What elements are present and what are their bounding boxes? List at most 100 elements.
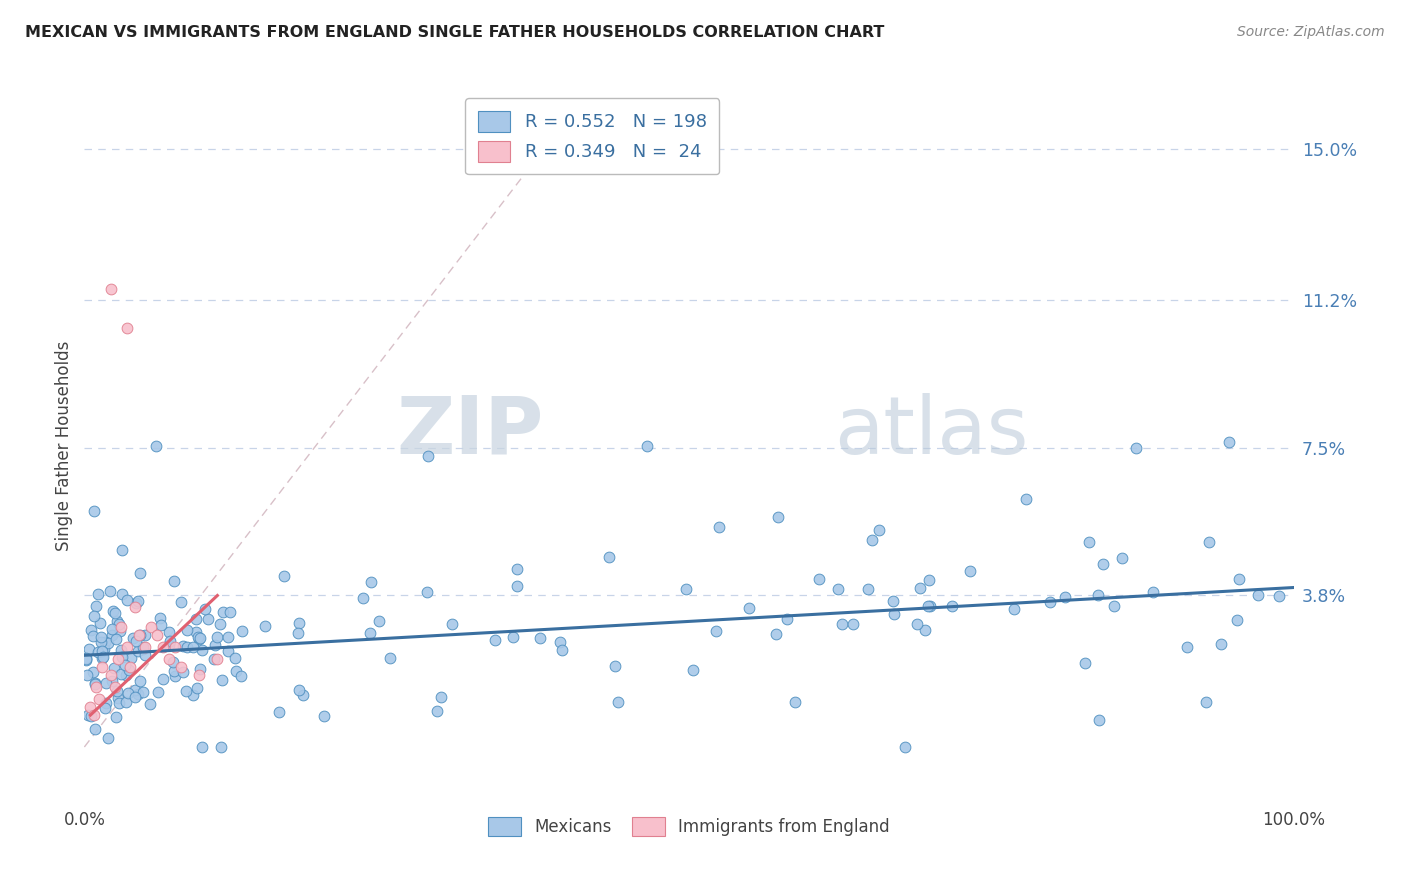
- Point: [352, 591, 374, 606]
- Point: [96, 676, 118, 690]
- Point: [91, 660, 114, 674]
- Point: [93, 634, 115, 648]
- Point: [273, 569, 295, 583]
- Point: [82, 665, 104, 680]
- Point: [202, 652, 225, 666]
- Legend: Mexicans, Immigrants from England: Mexicans, Immigrants from England: [479, 808, 898, 845]
- Point: [145, 439, 167, 453]
- Text: ZIP: ZIP: [396, 392, 544, 471]
- Point: [908, 581, 931, 595]
- Point: [125, 597, 148, 611]
- Point: [176, 623, 198, 637]
- Point: [920, 599, 942, 613]
- Point: [842, 617, 865, 632]
- Point: [101, 674, 124, 689]
- Point: [418, 449, 440, 463]
- Point: [125, 633, 148, 648]
- Point: [184, 625, 207, 640]
- Point: [368, 614, 391, 628]
- Point: [100, 281, 122, 295]
- Point: [77, 642, 100, 657]
- Point: [134, 640, 156, 655]
- Point: [1209, 637, 1232, 651]
- Point: [77, 707, 100, 722]
- Point: [87, 692, 110, 706]
- Point: [191, 642, 214, 657]
- Point: [111, 650, 134, 665]
- Point: [217, 644, 239, 658]
- Point: [183, 688, 205, 702]
- Y-axis label: Single Father Households: Single Father Households: [55, 341, 73, 551]
- Point: [551, 642, 574, 657]
- Point: [89, 615, 111, 630]
- Point: [115, 640, 138, 655]
- Point: [108, 624, 131, 639]
- Point: [217, 631, 239, 645]
- Point: [159, 633, 181, 648]
- Point: [115, 321, 138, 335]
- Point: [231, 624, 253, 639]
- Point: [359, 626, 381, 640]
- Point: [765, 626, 787, 640]
- Point: [918, 573, 941, 587]
- Point: [139, 697, 162, 711]
- Text: atlas: atlas: [834, 392, 1028, 471]
- Point: [229, 669, 252, 683]
- Point: [253, 618, 276, 632]
- Point: [83, 708, 105, 723]
- Point: [107, 691, 129, 706]
- Point: [831, 617, 853, 632]
- Point: [83, 676, 105, 690]
- Point: [83, 608, 105, 623]
- Point: [225, 664, 247, 678]
- Point: [188, 632, 211, 646]
- Point: [150, 618, 173, 632]
- Point: [1218, 435, 1240, 450]
- Point: [194, 601, 217, 615]
- Point: [86, 645, 108, 659]
- Point: [314, 708, 336, 723]
- Point: [1268, 590, 1291, 604]
- Point: [103, 661, 125, 675]
- Point: [97, 731, 120, 746]
- Point: [682, 663, 704, 677]
- Point: [129, 566, 152, 581]
- Point: [868, 523, 890, 537]
- Point: [110, 620, 132, 634]
- Point: [101, 604, 124, 618]
- Point: [529, 631, 551, 645]
- Point: [90, 634, 112, 648]
- Point: [120, 650, 142, 665]
- Point: [108, 616, 131, 631]
- Point: [184, 612, 207, 626]
- Point: [704, 624, 727, 638]
- Point: [115, 695, 138, 709]
- Point: [1247, 588, 1270, 602]
- Point: [1102, 599, 1125, 614]
- Point: [80, 709, 103, 723]
- Point: [484, 632, 506, 647]
- Point: [267, 705, 290, 719]
- Point: [174, 684, 197, 698]
- Point: [186, 681, 208, 696]
- Point: [163, 574, 186, 588]
- Point: [204, 639, 226, 653]
- Point: [127, 644, 149, 658]
- Point: [360, 574, 382, 589]
- Point: [211, 673, 233, 687]
- Point: [121, 631, 143, 645]
- Point: [118, 663, 141, 677]
- Point: [149, 611, 172, 625]
- Point: [181, 640, 204, 655]
- Point: [91, 650, 114, 665]
- Point: [93, 649, 115, 664]
- Point: [100, 668, 122, 682]
- Point: [827, 582, 849, 597]
- Point: [598, 550, 620, 565]
- Point: [188, 631, 211, 645]
- Point: [132, 640, 155, 655]
- Point: [105, 615, 128, 629]
- Point: [1077, 534, 1099, 549]
- Point: [83, 504, 105, 518]
- Point: [738, 600, 761, 615]
